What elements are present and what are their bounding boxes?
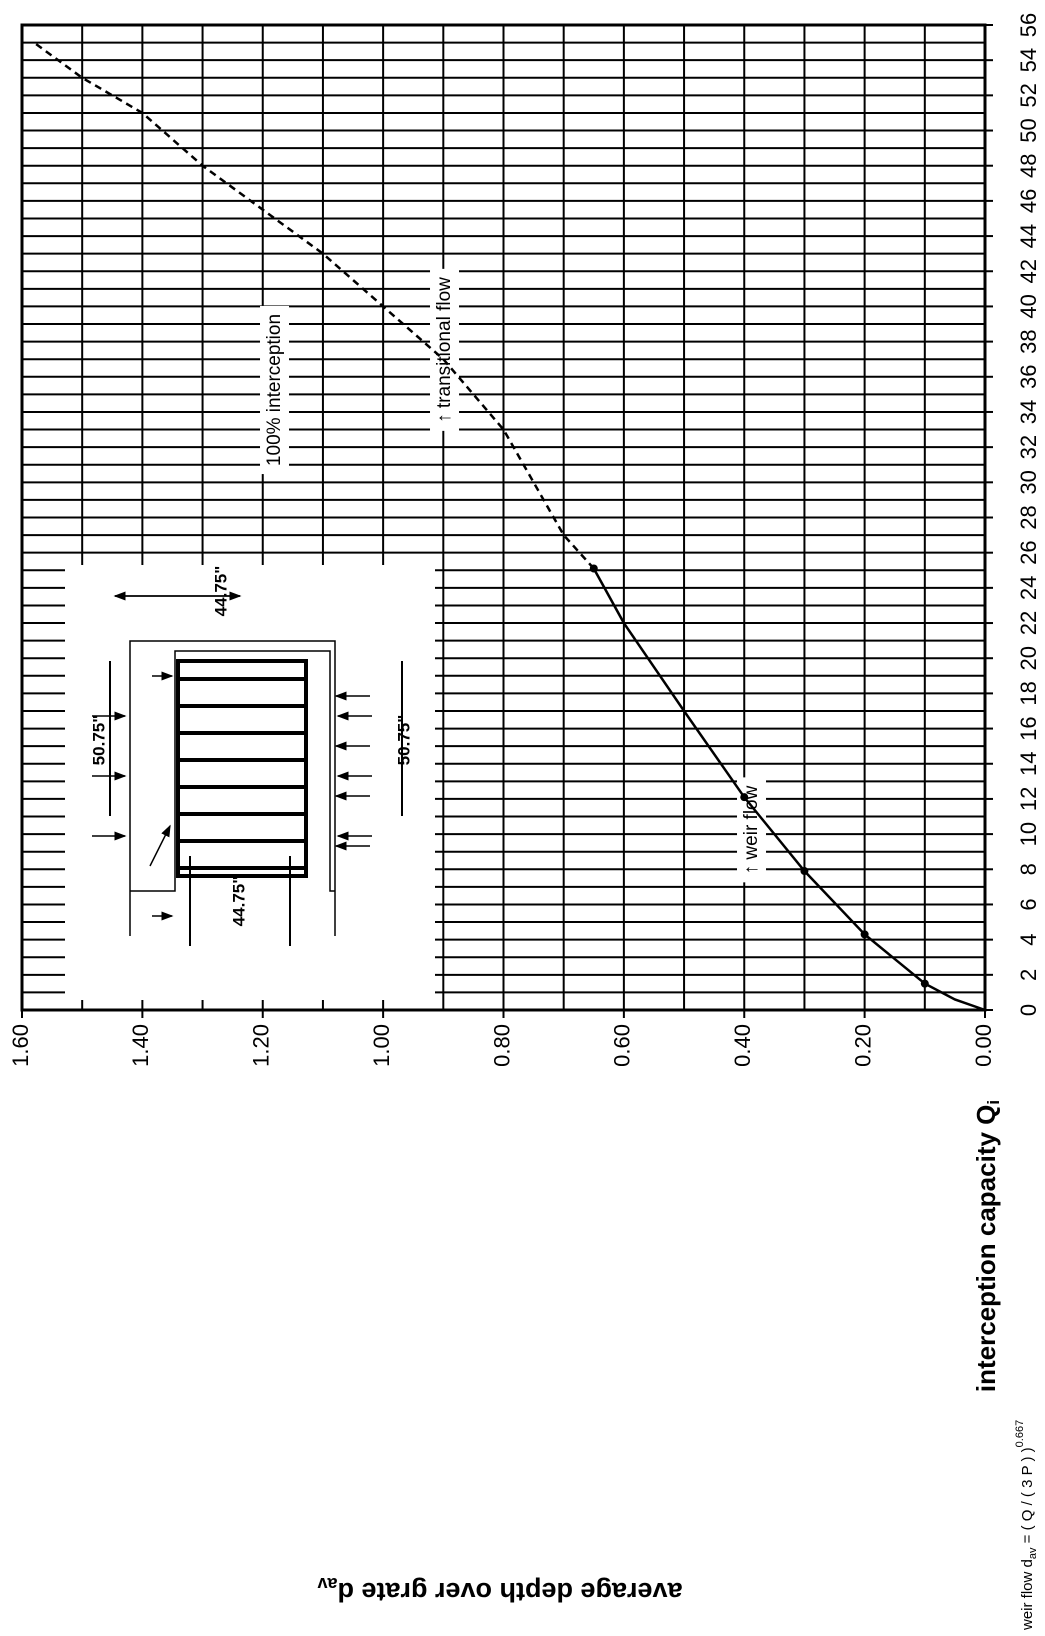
y-tick-label: 0.60: [610, 1024, 635, 1067]
formula-sup: 0.667: [1014, 1420, 1026, 1448]
marker: [920, 979, 929, 988]
y-tick-label: 1.20: [249, 1024, 274, 1067]
x-tick-label: 34: [1016, 400, 1041, 424]
x-axis-title-main: interception capacity Q: [971, 1105, 1001, 1393]
x-axis-title-sub: i: [984, 1100, 1003, 1105]
marker: [800, 867, 809, 876]
x-tick-label: 52: [1016, 83, 1041, 107]
x-tick-label: 50: [1016, 118, 1041, 142]
annotation-background: [737, 777, 767, 883]
formula-rest: = ( Q / ( 3 P ) ): [1019, 1447, 1036, 1547]
x-tick-label: 28: [1016, 505, 1041, 529]
curve: [592, 567, 986, 1012]
grate-channel: [129, 640, 336, 936]
y-tick-label: 0.80: [489, 1024, 514, 1067]
annotation: ↑ transitional flow: [434, 277, 455, 423]
x-tick-label: 10: [1016, 822, 1041, 846]
x-tick-label: 2: [1016, 969, 1041, 981]
dimension-label: 50.75": [89, 715, 108, 766]
y-tick-label: 0.20: [850, 1024, 875, 1067]
x-tick-label: 6: [1016, 898, 1041, 910]
x-tick-label: 26: [1016, 540, 1041, 564]
y-axis-title-sub: av: [317, 1574, 337, 1594]
x-tick-label: 14: [1016, 752, 1041, 776]
x-tick-label: 38: [1016, 329, 1041, 353]
grate-diagram: 50.75" 50.75" 44.75" 44.75": [65, 565, 435, 1000]
y-tick-label: 1.60: [8, 1024, 33, 1067]
annotation: 100% interception: [264, 314, 285, 466]
y-tick-label: 1.00: [369, 1024, 394, 1067]
x-tick-label: 56: [1016, 13, 1041, 37]
annotation-background: [430, 268, 460, 431]
dimension-label: 50.75": [394, 715, 413, 766]
x-tick-label: 48: [1016, 153, 1041, 177]
x-tick-label: 54: [1016, 48, 1041, 72]
y-tick-label: 0.40: [730, 1024, 755, 1067]
y-tick-label: 1.40: [128, 1024, 153, 1067]
inset-background: [65, 565, 435, 1000]
y-axis-title: average depth over grate dav: [317, 1574, 682, 1607]
x-tick-label: 36: [1016, 365, 1041, 389]
marker: [860, 930, 869, 939]
x-tick-label: 8: [1016, 863, 1041, 875]
x-tick-label: 40: [1016, 294, 1041, 318]
x-tick-label: 32: [1016, 435, 1041, 459]
marker: [740, 793, 749, 802]
x-tick-label: 30: [1016, 470, 1041, 494]
x-tick-label: 24: [1016, 576, 1041, 600]
y-axis-title-main: average depth over grate d: [337, 1577, 682, 1607]
y-tick-label: 0.00: [971, 1024, 996, 1067]
x-tick-label: 4: [1016, 934, 1041, 946]
x-tick-label: 20: [1016, 646, 1041, 670]
dimension-label: 44.75": [211, 566, 230, 617]
x-tick-label: 16: [1016, 716, 1041, 740]
x-tick-label: 22: [1016, 611, 1041, 635]
annotation: ↑ weir flow: [741, 785, 762, 874]
annotation-background: [260, 305, 290, 475]
chart-frame: 50.75" 50.75" 44.75" 44.75" 100% interceptio…: [8, 13, 1041, 1631]
x-axis-title: interception capacity Qi: [971, 1100, 1004, 1392]
x-tick-label: 42: [1016, 259, 1041, 283]
x-tick-label: 0: [1016, 1004, 1041, 1016]
formula-main: weir flow d: [1019, 1559, 1036, 1631]
arrow: [149, 824, 171, 867]
grate-frame: [176, 659, 308, 878]
marker: [589, 564, 598, 573]
dimension-label: 44.75": [229, 876, 248, 927]
formula: weir flow dav = ( Q / ( 3 P ) )0.667: [1014, 1420, 1039, 1631]
x-tick-label: 46: [1016, 189, 1041, 213]
x-tick-label: 18: [1016, 681, 1041, 705]
formula-sub: av: [1027, 1547, 1039, 1559]
x-tick-label: 12: [1016, 787, 1041, 811]
x-tick-label: 44: [1016, 224, 1041, 248]
